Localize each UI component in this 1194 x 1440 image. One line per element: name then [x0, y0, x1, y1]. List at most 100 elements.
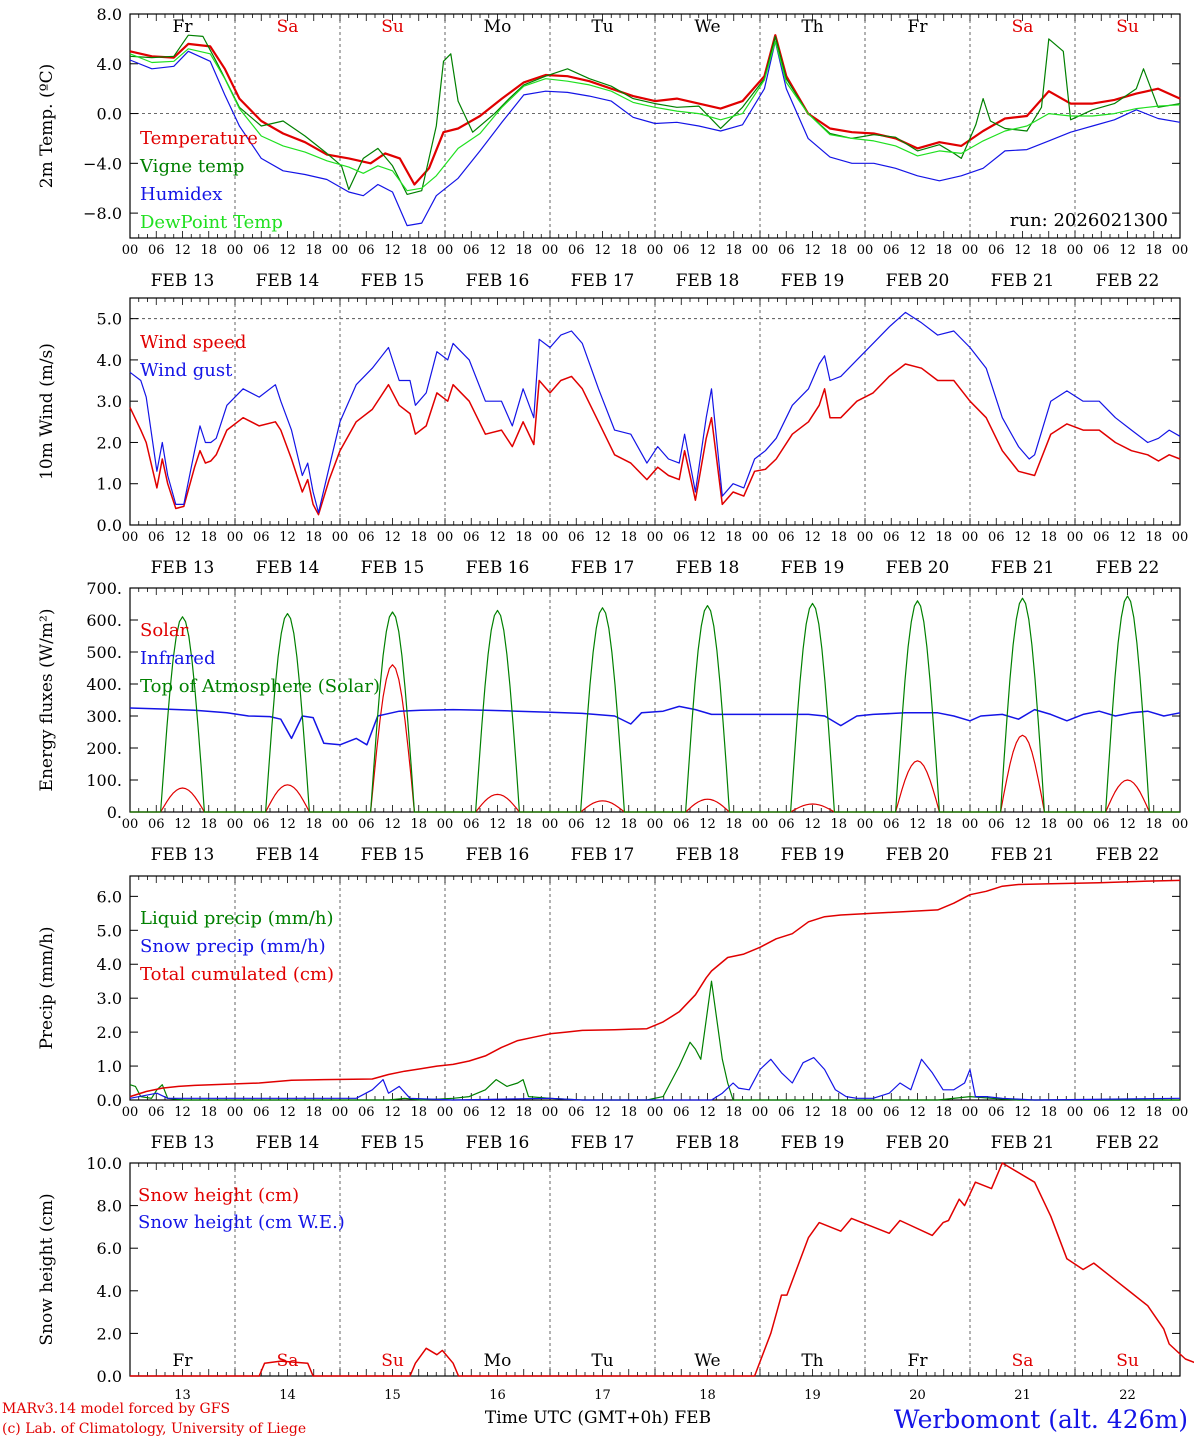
hour-tick-label: 00 — [857, 1105, 874, 1120]
hour-tick-label: 00 — [1067, 1105, 1084, 1120]
hour-tick-label: 18 — [515, 1105, 532, 1120]
date-label: FEB 18 — [676, 271, 740, 291]
hour-tick-label: 06 — [988, 817, 1005, 832]
y-tick-label: 2.0 — [97, 1324, 122, 1343]
hour-tick-label: 06 — [463, 530, 480, 545]
date-label: FEB 16 — [466, 558, 530, 578]
series-line-infrared — [129, 705, 1181, 746]
hour-tick-label: 12 — [489, 243, 506, 258]
date-label: FEB 20 — [886, 558, 950, 578]
y-tick-label: 5.0 — [97, 921, 122, 940]
day-number-label: 19 — [804, 1388, 821, 1403]
day-number-label: 22 — [1119, 1388, 1136, 1403]
hour-tick-label: 06 — [883, 817, 900, 832]
legend-entry: Top of Atmosphere (Solar) — [140, 676, 380, 697]
date-label: FEB 17 — [571, 271, 635, 291]
date-label: FEB 15 — [361, 1133, 425, 1153]
hour-tick-label: 00 — [857, 530, 874, 545]
y-tick-label: 5.0 — [97, 310, 122, 329]
hour-tick-label: 18 — [725, 817, 742, 832]
hour-tick-label: 06 — [463, 1105, 480, 1120]
date-label: FEB 14 — [256, 271, 320, 291]
hour-tick-label: 06 — [1093, 243, 1110, 258]
hour-tick-label: 00 — [332, 1105, 349, 1120]
hour-tick-label: 00 — [542, 243, 559, 258]
date-label: FEB 16 — [466, 845, 530, 865]
series-line-temperature — [129, 34, 1181, 186]
lab-credit: (c) Lab. of Climatology, University of L… — [2, 1421, 306, 1437]
weekday-label: Sa — [1012, 1351, 1034, 1371]
hour-tick-label: 00 — [752, 1105, 769, 1120]
hour-tick-label: 12 — [1119, 530, 1136, 545]
y-axis-title: 10m Wind (m/s) — [37, 343, 57, 480]
hour-tick-label: 18 — [200, 243, 217, 258]
date-label: FEB 20 — [886, 845, 950, 865]
legend-entry: Temperature — [140, 128, 258, 149]
hour-tick-label: 18 — [1145, 817, 1162, 832]
hour-tick-label: 12 — [384, 243, 401, 258]
y-axis-title: Snow height (cm) — [37, 1193, 57, 1345]
y-tick-label: 600. — [86, 611, 122, 630]
hour-tick-label: 12 — [699, 817, 716, 832]
date-label: FEB 21 — [991, 271, 1055, 291]
date-label: FEB 19 — [781, 845, 845, 865]
hour-tick-label: 18 — [1145, 1105, 1162, 1120]
hour-tick-label: 18 — [305, 1105, 322, 1120]
hour-tick-label: 06 — [988, 530, 1005, 545]
y-tick-label: 4.0 — [97, 955, 122, 974]
hour-tick-label: 06 — [358, 530, 375, 545]
hour-tick-label: 12 — [699, 243, 716, 258]
y-axis-title: Energy fluxes (W/m²) — [37, 609, 57, 792]
hour-tick-label: 18 — [515, 817, 532, 832]
hour-tick-label: 12 — [1119, 1105, 1136, 1120]
hour-tick-label: 18 — [515, 243, 532, 258]
date-label: FEB 14 — [256, 1133, 320, 1153]
weekday-label: Su — [381, 17, 404, 37]
hour-tick-label: 00 — [647, 817, 664, 832]
hour-tick-label: 18 — [935, 530, 952, 545]
date-label: FEB 20 — [886, 271, 950, 291]
run-label: run: 2026021300 — [1010, 210, 1168, 231]
legend-entry: Wind speed — [140, 332, 246, 353]
hour-tick-label: 18 — [200, 1105, 217, 1120]
date-label: FEB 16 — [466, 271, 530, 291]
station-title: Werbomont (alt. 426m) — [894, 1405, 1188, 1434]
hour-tick-label: 06 — [568, 817, 585, 832]
hour-tick-label: 12 — [909, 817, 926, 832]
hour-tick-label: 06 — [253, 817, 270, 832]
hour-tick-label: 18 — [1040, 243, 1057, 258]
y-tick-label: 8.0 — [97, 1197, 122, 1216]
weekday-label: Su — [1116, 17, 1139, 37]
hour-tick-label: 06 — [148, 1105, 165, 1120]
hour-tick-label: 12 — [279, 1105, 296, 1120]
hour-tick-label: 06 — [883, 530, 900, 545]
hour-tick-label: 06 — [673, 817, 690, 832]
hour-tick-label: 18 — [830, 243, 847, 258]
weekday-label: Th — [801, 17, 823, 37]
hour-tick-label: 06 — [778, 243, 795, 258]
hour-tick-label: 06 — [568, 530, 585, 545]
date-label: FEB 19 — [781, 1133, 845, 1153]
date-label: FEB 20 — [886, 1133, 950, 1153]
hour-tick-label: 18 — [830, 817, 847, 832]
hour-tick-label: 18 — [410, 817, 427, 832]
model-credit: MARv3.14 model forced by GFS — [2, 1401, 230, 1417]
hour-tick-label: 18 — [1040, 1105, 1057, 1120]
hour-tick-label: 00 — [1172, 530, 1189, 545]
hour-tick-label: 00 — [647, 530, 664, 545]
hour-tick-label: 12 — [804, 1105, 821, 1120]
weekday-label: We — [694, 1351, 720, 1371]
hour-tick-label: 18 — [725, 530, 742, 545]
hour-tick-label: 18 — [200, 530, 217, 545]
legend-entry: Snow height (cm) — [138, 1185, 299, 1206]
date-label: FEB 15 — [361, 845, 425, 865]
series-line-snow-height-cm- — [130, 1162, 1194, 1377]
hour-tick-label: 12 — [489, 530, 506, 545]
hour-tick-label: 12 — [1014, 817, 1031, 832]
hour-tick-label: 18 — [410, 243, 427, 258]
hour-tick-label: 00 — [1172, 817, 1189, 832]
legend-entry: Total cumulated (cm) — [140, 964, 334, 985]
y-tick-label: 6.0 — [97, 887, 122, 906]
series-line-vigne-temp — [129, 34, 1181, 195]
hour-tick-label: 18 — [305, 243, 322, 258]
